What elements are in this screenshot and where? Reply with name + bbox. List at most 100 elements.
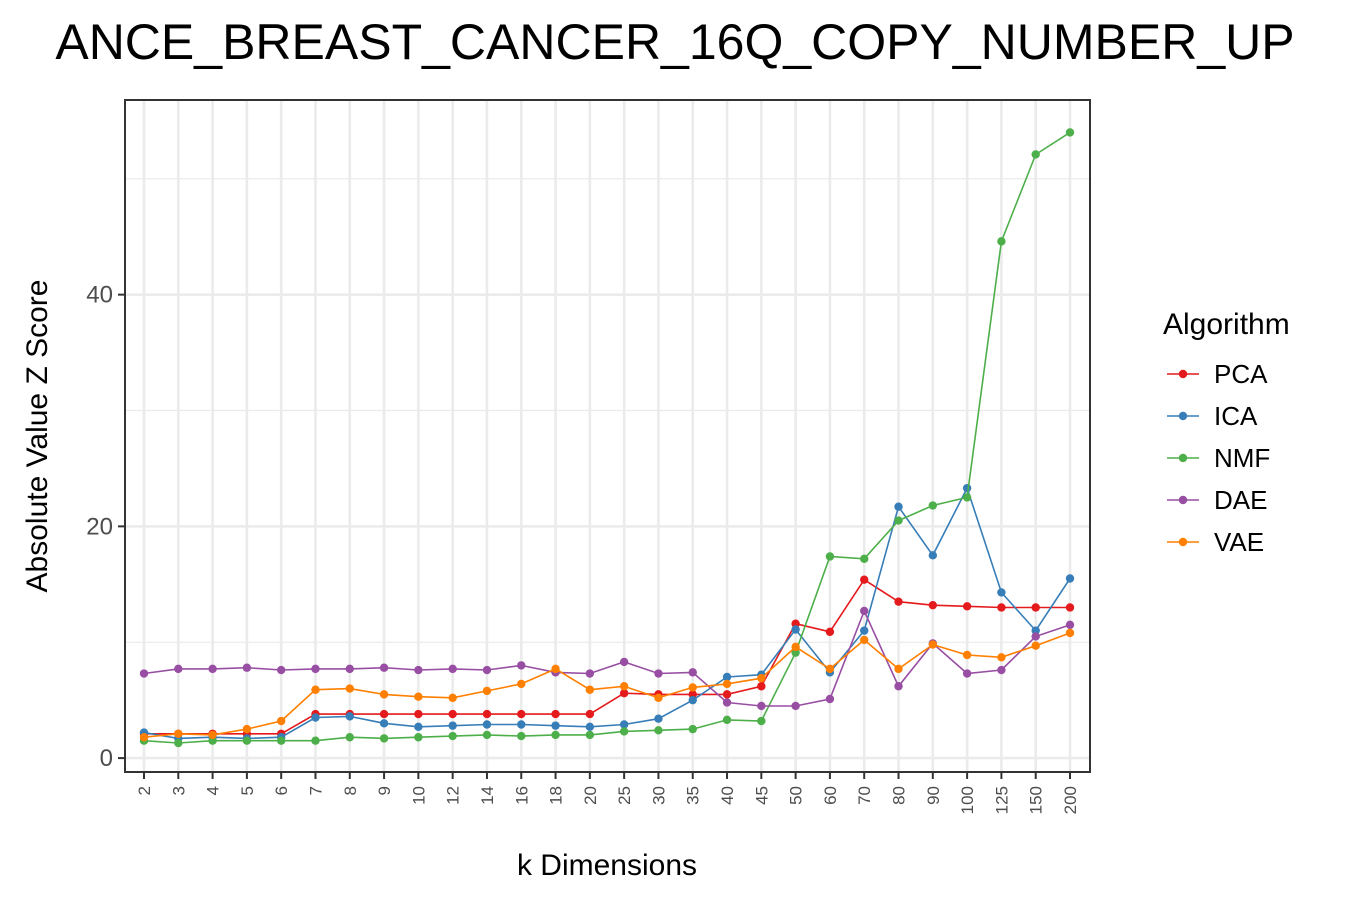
- series-line-dae: [143, 608, 1071, 707]
- x-tick-label: 4: [204, 786, 223, 795]
- data-point-pca: [517, 709, 526, 719]
- data-point-ica: [997, 588, 1006, 597]
- data-point-vae: [894, 664, 903, 674]
- legend: Algorithm PCA ICA NMF DAE VAE: [1163, 308, 1290, 557]
- data-point-ica: [688, 695, 697, 705]
- x-tick-label: 16: [512, 786, 531, 805]
- x-tick-label: 10: [409, 786, 428, 805]
- series-line-nmf: [143, 131, 1071, 744]
- data-point-dae: [997, 665, 1006, 675]
- data-point-dae: [619, 657, 629, 667]
- data-point-dae: [791, 701, 800, 711]
- series-layer: [139, 128, 1075, 748]
- legend-label: ICA: [1214, 401, 1258, 431]
- legend-title: Algorithm: [1163, 308, 1290, 341]
- legend-label: VAE: [1214, 527, 1264, 557]
- x-tick-label: 50: [787, 786, 806, 805]
- data-point-dae: [654, 669, 663, 678]
- data-point-nmf: [242, 736, 252, 745]
- data-point-vae: [654, 693, 663, 703]
- x-tick-label: 25: [615, 786, 634, 805]
- series-line-vae: [143, 632, 1071, 738]
- data-point-pca: [1031, 603, 1040, 612]
- data-point-ica: [962, 483, 972, 493]
- data-point-nmf: [174, 738, 183, 748]
- x-tick-label: 125: [992, 786, 1011, 814]
- data-point-vae: [448, 693, 457, 703]
- x-tick-label: 8: [341, 786, 360, 795]
- data-point-nmf: [379, 734, 389, 743]
- data-point-vae: [174, 729, 183, 738]
- data-point-ica: [1065, 574, 1075, 583]
- data-point-nmf: [585, 730, 595, 740]
- data-point-dae: [448, 664, 457, 674]
- data-point-vae: [208, 730, 217, 740]
- data-point-pca: [379, 709, 389, 719]
- data-point-dae: [517, 661, 526, 670]
- data-point-ica: [894, 502, 903, 511]
- data-point-nmf: [414, 733, 423, 742]
- data-point-ica: [791, 625, 800, 634]
- data-point-vae: [379, 690, 389, 699]
- data-point-dae: [276, 665, 286, 675]
- x-tick-label: 60: [821, 786, 840, 805]
- x-tick-label: 100: [958, 786, 977, 814]
- data-point-ica: [345, 712, 354, 721]
- data-point-nmf: [311, 736, 320, 745]
- x-tick-label: 14: [478, 786, 497, 805]
- data-point-ica: [482, 720, 492, 729]
- data-point-vae: [276, 716, 286, 726]
- y-tick-label: 0: [100, 745, 113, 772]
- data-point-dae: [139, 669, 149, 678]
- series-line-pca: [144, 578, 1070, 735]
- chart-title: ANCE_BREAST_CANCER_16Q_COPY_NUMBER_UP: [55, 14, 1295, 70]
- legend-item-pca: PCA: [1167, 359, 1268, 389]
- legend-label: NMF: [1214, 443, 1270, 473]
- y-axis-title: Absolute Value Z Score: [21, 280, 54, 593]
- data-point-vae: [1065, 628, 1075, 638]
- data-point-vae: [619, 682, 629, 691]
- data-point-dae: [1065, 620, 1075, 630]
- series-nmf: [139, 128, 1075, 748]
- data-point-ica: [448, 721, 457, 730]
- data-point-dae: [962, 669, 972, 678]
- data-point-vae: [962, 650, 972, 660]
- data-point-vae: [345, 684, 354, 693]
- data-point-nmf: [517, 731, 526, 741]
- data-point-nmf: [619, 727, 629, 736]
- data-point-pca: [551, 709, 560, 719]
- legend-key-point: [1178, 411, 1188, 421]
- y-tick-label: 20: [86, 513, 113, 540]
- data-point-vae: [722, 679, 732, 689]
- data-point-dae: [208, 664, 217, 674]
- data-point-ica: [311, 713, 320, 722]
- data-point-ica: [722, 672, 732, 682]
- data-point-pca: [414, 709, 423, 719]
- data-point-nmf: [757, 716, 766, 726]
- legend-item-nmf: NMF: [1167, 443, 1270, 473]
- x-axis-title: k Dimensions: [517, 849, 697, 882]
- grid-lines: [125, 100, 1090, 772]
- data-point-nmf: [688, 724, 697, 734]
- legend-label: DAE: [1214, 485, 1267, 515]
- x-tick-label: 30: [649, 786, 668, 805]
- x-tick-label: 6: [272, 786, 291, 795]
- x-tick-label: 150: [1027, 786, 1046, 814]
- data-point-pca: [757, 682, 766, 691]
- data-point-dae: [585, 669, 595, 678]
- data-point-nmf: [654, 726, 663, 735]
- data-point-ica: [928, 551, 938, 560]
- data-point-dae: [482, 665, 492, 675]
- plot-panel-border: [124, 99, 1091, 773]
- series-vae: [139, 628, 1075, 742]
- data-point-vae: [688, 683, 697, 692]
- data-point-pca: [688, 690, 697, 699]
- x-tick-label: 35: [684, 786, 703, 805]
- legend-key-point: [1178, 495, 1188, 505]
- x-tick-label: 5: [238, 786, 257, 795]
- x-tick-label: 3: [169, 786, 188, 795]
- x-tick-label: 7: [306, 786, 325, 795]
- data-point-vae: [551, 664, 560, 674]
- data-point-nmf: [722, 715, 732, 725]
